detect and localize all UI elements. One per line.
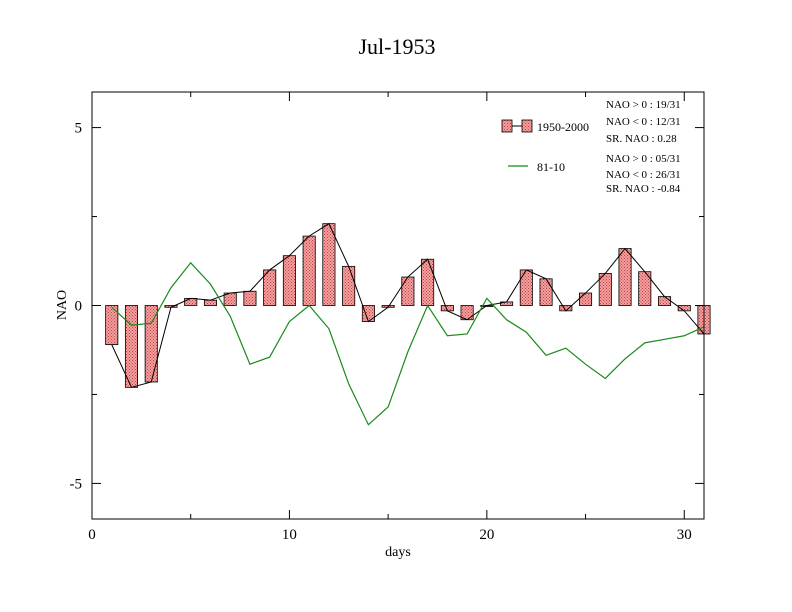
bar-day-16 — [401, 276, 415, 306]
y-tick-label-0: 0 — [75, 299, 83, 315]
bar-day-23 — [539, 278, 553, 306]
bar-day-8 — [243, 290, 257, 306]
y-tick-label--5: -5 — [70, 476, 83, 492]
bar-day-22 — [519, 269, 533, 306]
y-tick-label-5: 5 — [75, 121, 83, 137]
bar-day-17 — [421, 258, 435, 306]
bar-day-13 — [342, 265, 356, 306]
legend-swatch-bar — [501, 119, 513, 133]
x-axis-label: days — [385, 545, 411, 560]
legend-swatch-bar-2 — [521, 119, 533, 133]
series-1950-2000-line — [111, 222, 705, 388]
stats-8110-sr: SR. NAO : -0.84 — [606, 183, 681, 195]
x-tick-label-20: 20 — [479, 527, 494, 543]
stats-8110-pos: NAO > 0 : 05/31 — [606, 153, 681, 165]
stats-block: NAO > 0 : 19/31 NAO < 0 : 12/31 SR. NAO … — [606, 99, 681, 195]
bar-day-29 — [658, 296, 672, 306]
bar-day-2 — [124, 305, 139, 388]
legend-label-1950-2000: 1950-2000 — [537, 120, 589, 134]
bar-day-3 — [144, 305, 158, 383]
bar-day-25 — [579, 292, 593, 306]
bar-day-6 — [203, 299, 217, 306]
bar-day-12 — [322, 223, 336, 306]
stats-1950-pos: NAO > 0 : 19/31 — [606, 99, 681, 111]
y-axis-label: NAO — [55, 290, 70, 320]
bar-day-10 — [282, 255, 296, 306]
series-81-10-line — [111, 261, 705, 426]
bar-day-14 — [361, 305, 375, 322]
stats-1950-sr: SR. NAO : 0.28 — [606, 133, 677, 145]
bar-day-27 — [618, 248, 632, 306]
stats-8110-neg: NAO < 0 : 26/31 — [606, 169, 681, 181]
x-tick-label-30: 30 — [677, 527, 692, 543]
bar-day-5 — [184, 297, 198, 306]
stats-1950-neg: NAO < 0 : 12/31 — [606, 116, 681, 128]
plot-area — [105, 222, 711, 426]
chart-title: Jul-1953 — [359, 34, 436, 59]
legend: 1950-2000 81-10 — [501, 119, 589, 174]
bar-day-11 — [302, 235, 316, 306]
axis-ticks: 0 10 20 30 5 0 -5 — [70, 92, 704, 543]
legend-label-81-10: 81-10 — [537, 160, 565, 174]
x-tick-label-10: 10 — [282, 527, 297, 543]
x-tick-label-0: 0 — [88, 527, 96, 543]
